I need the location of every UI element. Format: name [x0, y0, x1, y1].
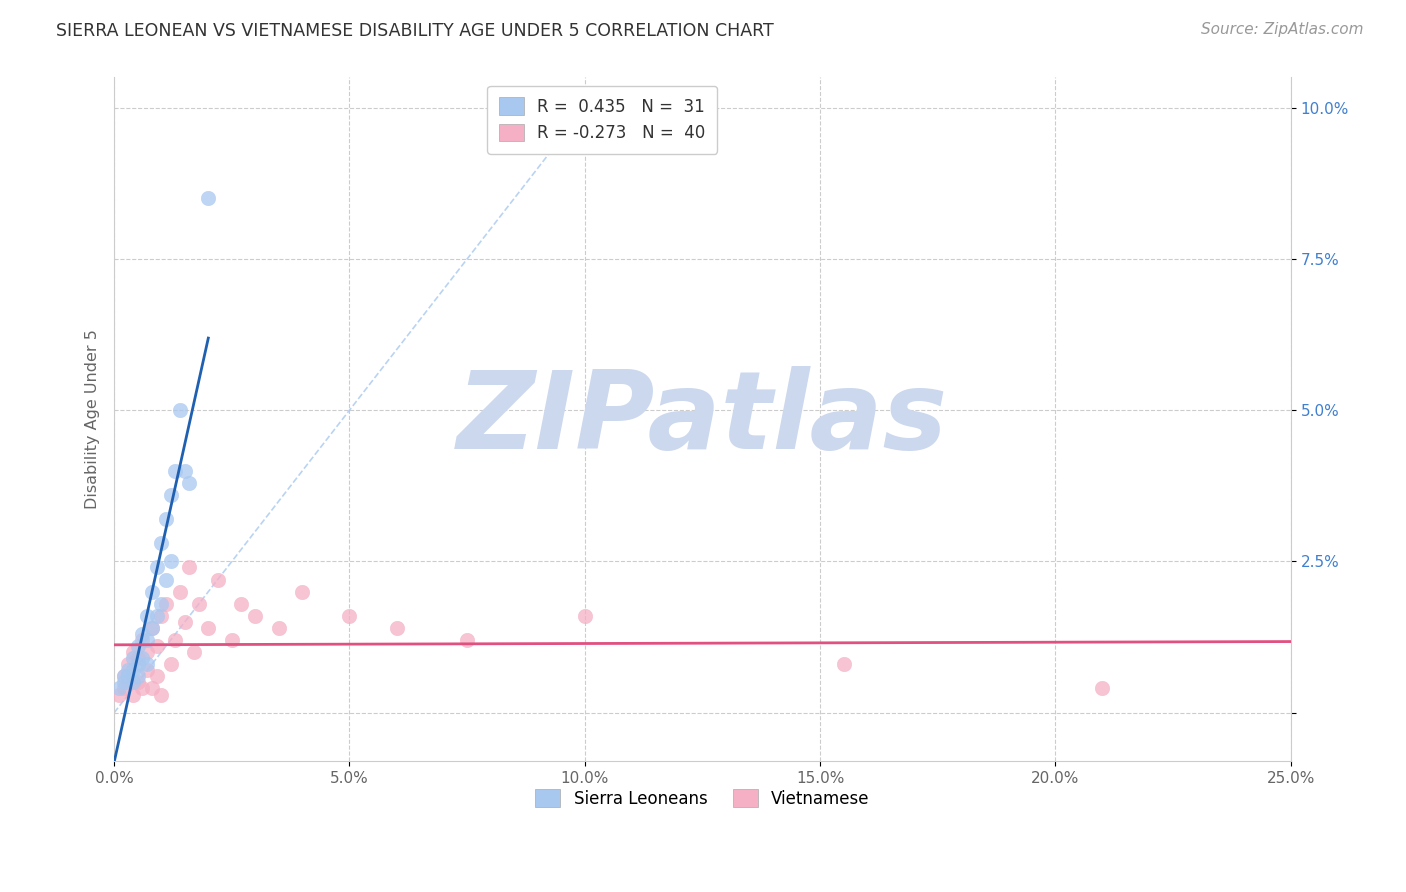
Point [150, 608, 173, 623]
Point [155, 597, 177, 611]
Point [127, 651, 149, 665]
Point [122, 663, 145, 677]
Point [165, 633, 187, 648]
Point [150, 536, 173, 550]
Point [169, 584, 191, 599]
Point [456, 633, 478, 648]
Point [197, 191, 219, 205]
Point [122, 651, 145, 665]
Point [150, 597, 173, 611]
Point [179, 560, 201, 574]
Point [141, 681, 163, 696]
Point [159, 657, 181, 672]
Point [122, 675, 145, 690]
Point [141, 621, 163, 635]
Point [832, 657, 855, 672]
Y-axis label: Disability Age Under 5: Disability Age Under 5 [86, 329, 100, 509]
Point [127, 657, 149, 672]
Point [165, 464, 187, 478]
Point [221, 633, 243, 648]
Point [117, 669, 139, 683]
Point [131, 651, 153, 665]
Point [136, 663, 159, 677]
Point [197, 621, 219, 635]
Point [122, 688, 145, 702]
Point [112, 681, 135, 696]
Point [145, 560, 167, 574]
Point [173, 615, 195, 629]
Point [141, 584, 163, 599]
Point [131, 633, 153, 648]
Text: SIERRA LEONEAN VS VIETNAMESE DISABILITY AGE UNDER 5 CORRELATION CHART: SIERRA LEONEAN VS VIETNAMESE DISABILITY … [56, 22, 773, 40]
Point [112, 675, 135, 690]
Point [127, 639, 149, 653]
Point [339, 608, 361, 623]
Point [187, 597, 209, 611]
Point [155, 512, 177, 526]
Point [108, 681, 131, 696]
Point [207, 573, 229, 587]
Point [159, 554, 181, 568]
Point [574, 608, 596, 623]
Point [141, 621, 163, 635]
Point [117, 675, 139, 690]
Point [159, 488, 181, 502]
Point [117, 663, 139, 677]
Point [173, 464, 195, 478]
Point [291, 584, 314, 599]
Point [145, 639, 167, 653]
Point [131, 681, 153, 696]
Point [145, 669, 167, 683]
Point [231, 597, 253, 611]
Point [127, 669, 149, 683]
Point [179, 475, 201, 490]
Legend: Sierra Leoneans, Vietnamese: Sierra Leoneans, Vietnamese [529, 783, 876, 814]
Point [112, 669, 135, 683]
Point [385, 621, 408, 635]
Point [267, 621, 290, 635]
Point [1091, 681, 1114, 696]
Point [127, 675, 149, 690]
Point [169, 403, 191, 417]
Point [155, 573, 177, 587]
Point [136, 608, 159, 623]
Point [183, 645, 205, 659]
Point [136, 645, 159, 659]
Point [131, 627, 153, 641]
Point [122, 645, 145, 659]
Point [108, 688, 131, 702]
Text: Source: ZipAtlas.com: Source: ZipAtlas.com [1201, 22, 1364, 37]
Point [145, 608, 167, 623]
Text: ZIPatlas: ZIPatlas [457, 367, 948, 472]
Point [150, 688, 173, 702]
Point [136, 657, 159, 672]
Point [117, 657, 139, 672]
Point [112, 669, 135, 683]
Point [136, 633, 159, 648]
Point [245, 608, 267, 623]
